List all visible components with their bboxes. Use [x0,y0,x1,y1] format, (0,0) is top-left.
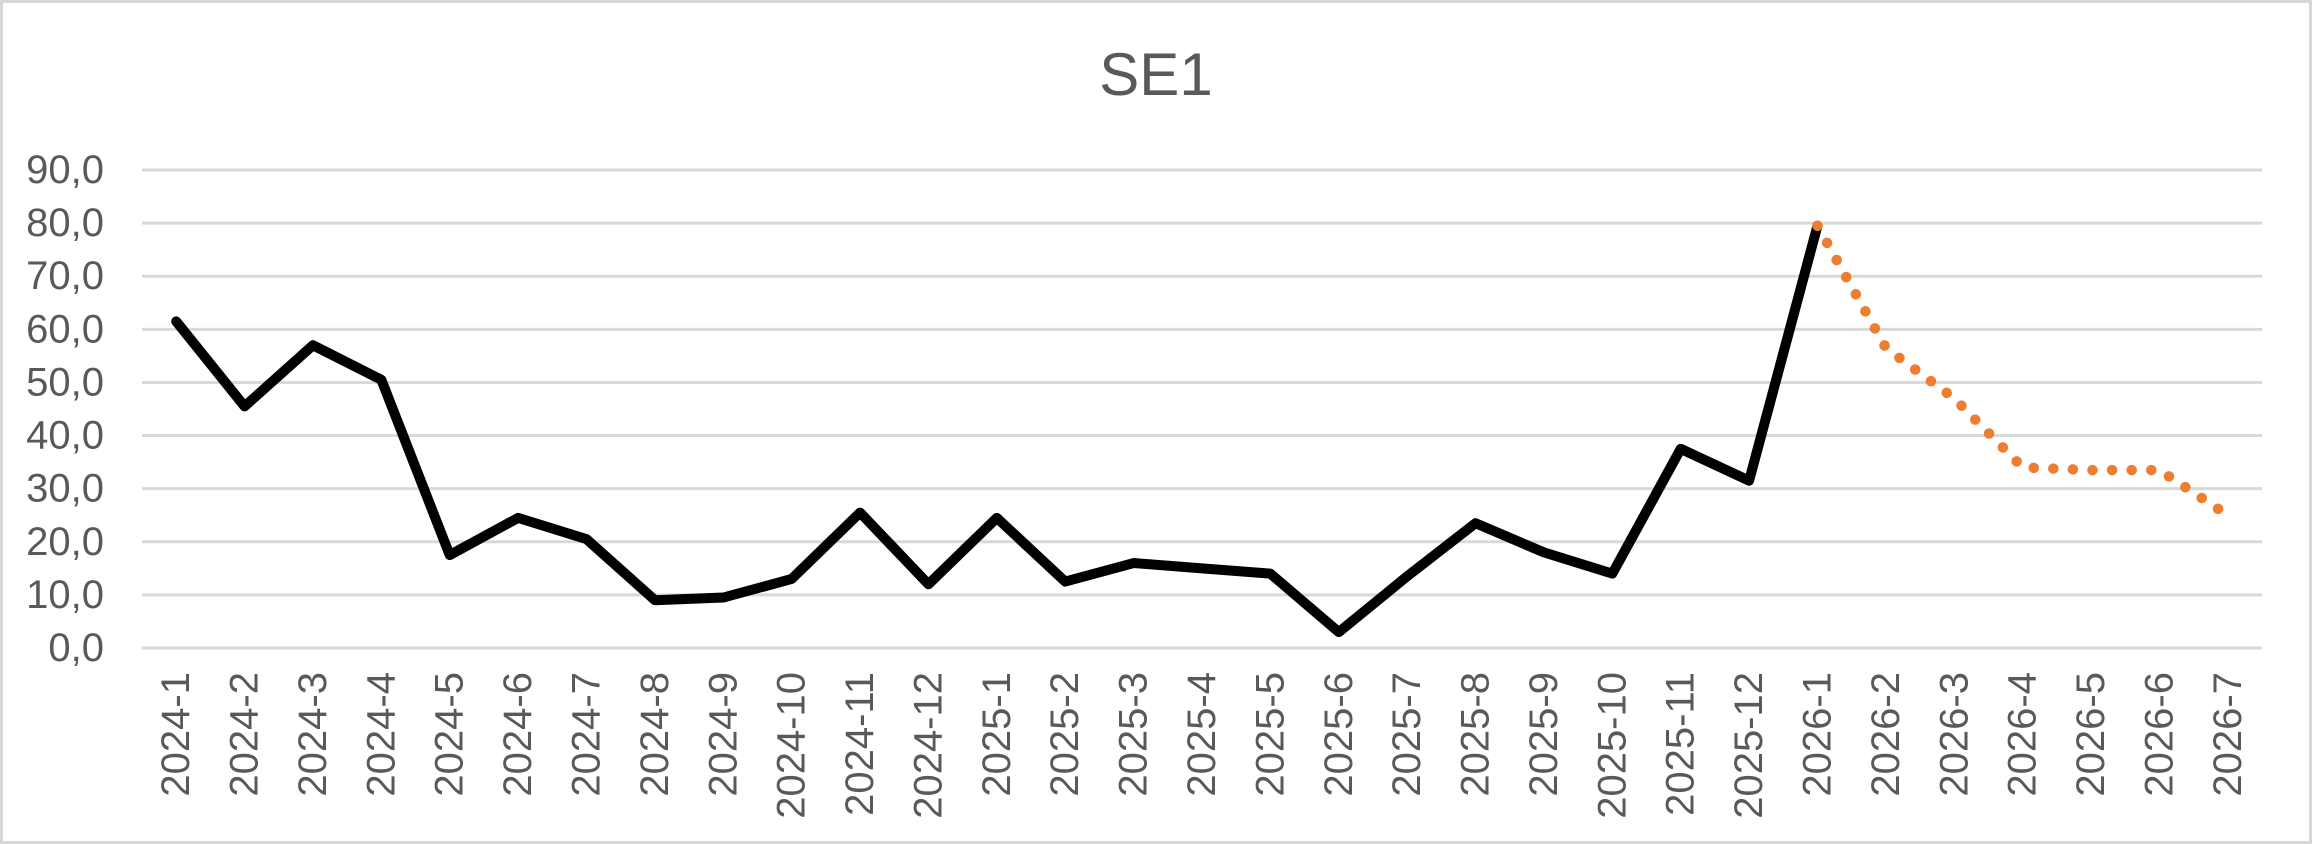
x-axis-label: 2025-3 [1112,672,1156,797]
y-axis-label: 40,0 [26,414,104,458]
x-axis-label: 2024-6 [496,672,540,797]
x-axis-label: 2024-8 [633,672,677,797]
y-axis-label: 20,0 [26,520,104,564]
y-axis-label: 80,0 [26,201,104,245]
x-axis-label: 2026-5 [2069,672,2113,797]
x-axis-label: 2026-6 [2137,672,2181,797]
y-axis-label: 70,0 [26,254,104,298]
x-axis-label: 2024-3 [291,672,335,797]
x-axis-label: 2025-5 [1248,672,1292,797]
x-axis-label: 2024-10 [770,672,814,819]
x-axis-label: 2024-11 [838,672,882,816]
gridlines [142,168,2262,650]
x-axis-label: 2025-9 [1522,672,1566,797]
x-axis-label: 2024-2 [223,672,267,797]
x-axis-label: 2024-12 [906,672,950,819]
x-axis-label: 2025-4 [1180,672,1224,797]
x-axis-tick-labels: 2024-1 2024-2 2024-3 2024-4 2024-5 2024-6 2024… [154,672,2250,819]
x-axis-label: 2026-3 [1932,672,1976,797]
forecast-series-line [1812,220,2234,521]
history-series-line [171,220,1823,638]
y-axis-tick-labels: 0,0 10,0 20,0 30,0 40,0 50,0 60,0 70,0 80,0 90,0 [26,148,104,670]
y-axis-label: 0,0 [48,626,104,670]
x-axis-label: 2026-7 [2206,672,2250,797]
y-axis-label: 10,0 [26,573,104,617]
x-axis-label: 2025-6 [1317,672,1361,797]
x-axis-label: 2026-1 [1795,672,1839,797]
x-axis-label: 2025-7 [1385,672,1429,797]
x-axis-label: 2025-1 [975,672,1019,797]
y-axis-label: 30,0 [26,467,104,511]
x-axis-label: 2026-2 [1864,672,1908,797]
x-axis-label: 2024-5 [428,672,472,797]
x-axis-label: 2024-1 [154,672,198,797]
x-axis-label: 2025-12 [1727,672,1771,819]
x-axis-label: 2025-11 [1659,672,1703,816]
x-axis-label: 2025-2 [1043,672,1087,797]
x-axis-label: 2024-4 [359,672,403,797]
x-axis-label: 2025-10 [1590,672,1634,819]
y-axis-label: 50,0 [26,360,104,404]
chart-title: SE1 [1099,41,1212,108]
data-series [171,220,2234,638]
y-axis-label: 90,0 [26,148,104,192]
x-axis-label: 2026-4 [2001,672,2045,797]
y-axis-label: 60,0 [26,307,104,351]
x-axis-label: 2024-7 [565,672,609,797]
x-axis-label: 2025-8 [1454,672,1498,797]
x-axis-label: 2024-9 [701,672,745,797]
